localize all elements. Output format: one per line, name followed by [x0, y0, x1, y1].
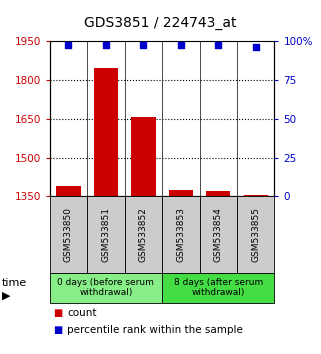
- Text: GSM533850: GSM533850: [64, 207, 73, 262]
- Bar: [206, 191, 230, 196]
- Bar: [94, 68, 118, 196]
- Text: GSM533851: GSM533851: [101, 207, 110, 262]
- Point: [178, 42, 183, 48]
- Bar: [244, 195, 268, 196]
- Text: count: count: [67, 308, 97, 318]
- Text: time: time: [2, 278, 27, 289]
- Point: [66, 42, 71, 48]
- Text: ■: ■: [53, 325, 62, 335]
- Text: GSM533855: GSM533855: [251, 207, 260, 262]
- Text: GSM533853: GSM533853: [176, 207, 185, 262]
- Text: GSM533852: GSM533852: [139, 207, 148, 262]
- Text: 0 days (before serum
withdrawal): 0 days (before serum withdrawal): [57, 278, 154, 297]
- Bar: [131, 117, 156, 196]
- Text: GSM533854: GSM533854: [214, 207, 223, 262]
- Text: GDS3851 / 224743_at: GDS3851 / 224743_at: [84, 16, 237, 30]
- Text: 8 days (after serum
withdrawal): 8 days (after serum withdrawal): [174, 278, 263, 297]
- Text: percentile rank within the sample: percentile rank within the sample: [67, 325, 243, 335]
- Text: ▶: ▶: [2, 290, 10, 301]
- Text: ■: ■: [53, 308, 62, 318]
- Point: [216, 42, 221, 48]
- Point: [253, 44, 258, 50]
- Point: [103, 42, 108, 48]
- Bar: [169, 190, 193, 196]
- Point: [141, 42, 146, 48]
- Bar: [56, 186, 81, 196]
